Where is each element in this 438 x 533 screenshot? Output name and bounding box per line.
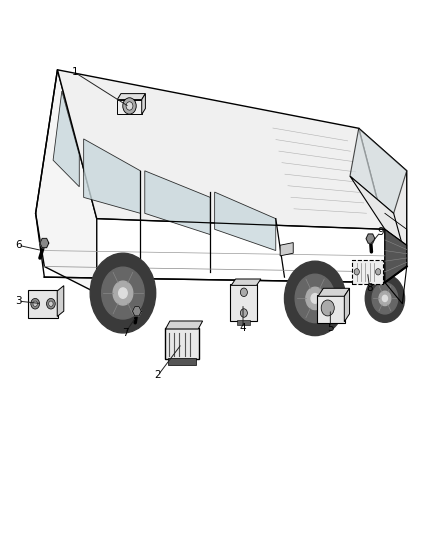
Bar	[168, 358, 196, 365]
Polygon shape	[344, 288, 350, 322]
Polygon shape	[366, 234, 375, 243]
Circle shape	[102, 267, 144, 319]
Circle shape	[240, 309, 247, 317]
Polygon shape	[40, 238, 49, 248]
Circle shape	[306, 287, 324, 310]
FancyBboxPatch shape	[353, 260, 382, 284]
Circle shape	[285, 261, 346, 336]
Polygon shape	[166, 321, 203, 329]
Circle shape	[321, 300, 334, 316]
Polygon shape	[385, 229, 407, 282]
Circle shape	[311, 294, 319, 303]
Circle shape	[113, 281, 133, 305]
Circle shape	[90, 253, 155, 333]
Polygon shape	[117, 94, 145, 100]
Polygon shape	[117, 100, 142, 115]
Text: 7: 7	[122, 328, 128, 338]
Polygon shape	[215, 192, 276, 251]
Circle shape	[33, 301, 37, 306]
Circle shape	[354, 269, 359, 275]
Circle shape	[382, 295, 388, 302]
Polygon shape	[280, 243, 293, 256]
Polygon shape	[53, 91, 79, 187]
Polygon shape	[318, 288, 350, 296]
Text: 9: 9	[377, 227, 384, 237]
Circle shape	[240, 288, 247, 296]
Text: 3: 3	[15, 296, 21, 306]
Text: 8: 8	[366, 283, 373, 293]
Polygon shape	[57, 286, 64, 317]
Polygon shape	[57, 70, 385, 229]
Circle shape	[123, 98, 136, 114]
Polygon shape	[350, 176, 403, 245]
Circle shape	[46, 298, 55, 309]
Polygon shape	[145, 171, 210, 235]
Text: 4: 4	[240, 322, 246, 333]
Bar	[237, 320, 251, 325]
Polygon shape	[84, 139, 141, 213]
FancyBboxPatch shape	[317, 295, 345, 323]
Polygon shape	[142, 94, 145, 115]
FancyBboxPatch shape	[230, 284, 258, 321]
Circle shape	[379, 291, 391, 305]
Polygon shape	[350, 128, 407, 213]
Text: 6: 6	[15, 240, 21, 250]
Text: 1: 1	[71, 68, 78, 77]
FancyBboxPatch shape	[28, 290, 58, 318]
Circle shape	[295, 274, 335, 322]
Polygon shape	[359, 128, 407, 282]
Circle shape	[365, 274, 405, 322]
Polygon shape	[231, 279, 261, 285]
Circle shape	[372, 283, 398, 314]
Circle shape	[49, 301, 53, 306]
Text: 2: 2	[155, 370, 161, 381]
Circle shape	[119, 288, 127, 298]
Circle shape	[375, 269, 381, 275]
Polygon shape	[133, 306, 141, 316]
FancyBboxPatch shape	[165, 328, 199, 359]
Text: 5: 5	[327, 322, 334, 333]
Circle shape	[31, 298, 39, 309]
Polygon shape	[35, 70, 97, 293]
Circle shape	[126, 102, 133, 110]
